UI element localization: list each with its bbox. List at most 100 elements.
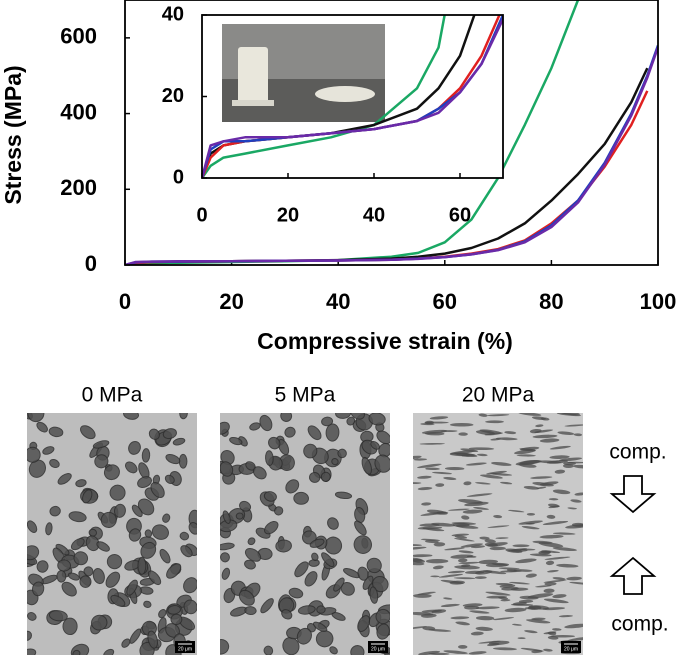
- texture: [478, 413, 488, 417]
- texture: [27, 545, 40, 561]
- texture: [474, 576, 487, 579]
- texture: [158, 609, 167, 619]
- texture: [335, 413, 352, 419]
- texture: [264, 520, 279, 535]
- texture: [519, 448, 536, 452]
- arrow-up: [609, 556, 657, 595]
- texture: [464, 605, 480, 610]
- texture: [131, 504, 143, 518]
- texture: [543, 579, 567, 583]
- texture: [92, 440, 110, 449]
- texture: [518, 599, 534, 603]
- texture: [61, 581, 77, 597]
- texture: [221, 567, 231, 580]
- texture: [470, 631, 484, 636]
- texture: [159, 548, 171, 564]
- texture: [27, 413, 45, 423]
- texture: [48, 610, 68, 622]
- texture: [543, 598, 569, 604]
- texture: [417, 591, 436, 595]
- texture: [519, 595, 539, 600]
- texture: [573, 433, 583, 437]
- x-tick-label: 60: [449, 204, 471, 226]
- lines: [125, 0, 658, 265]
- texture: [468, 447, 495, 451]
- texture: [235, 512, 244, 520]
- texture: [137, 476, 152, 488]
- texture: [461, 515, 470, 520]
- texture: [508, 509, 525, 513]
- texture: [435, 483, 445, 487]
- texture: [419, 523, 440, 527]
- texture: [56, 570, 67, 583]
- texture: [375, 608, 390, 625]
- texture: [448, 508, 470, 511]
- texture: [549, 455, 570, 459]
- texture: [260, 598, 274, 614]
- texture: [536, 486, 547, 489]
- texture: [294, 561, 309, 578]
- texture: [458, 558, 468, 563]
- texture: [531, 617, 546, 621]
- texture: [500, 481, 513, 485]
- texture: [105, 571, 121, 588]
- texture: [369, 586, 379, 604]
- texture: [540, 417, 550, 421]
- texture: [443, 597, 453, 600]
- x-axis-title: Compressive strain (%): [257, 328, 513, 354]
- texture: [165, 453, 181, 465]
- y-tick-label: 0: [85, 251, 97, 276]
- texture: [220, 461, 234, 477]
- texture: [263, 645, 274, 655]
- texture: [440, 430, 458, 433]
- x-tick-label: 80: [539, 289, 563, 314]
- texture: [524, 630, 538, 634]
- texture: [490, 472, 513, 476]
- texture: [493, 514, 503, 519]
- texture: [32, 581, 45, 597]
- texture: [520, 548, 536, 551]
- texture: [438, 573, 464, 578]
- texture: [529, 553, 552, 557]
- texture: [449, 423, 474, 427]
- texture: [357, 615, 371, 632]
- texture: [247, 537, 256, 546]
- texture: [162, 428, 177, 440]
- scale-bar-label: 20 μm: [178, 646, 192, 652]
- texture: [444, 547, 465, 551]
- scale-bar-label: 20 μm: [371, 646, 385, 652]
- y-axis-title: Stress (MPa): [0, 65, 26, 204]
- texture: [443, 650, 468, 654]
- texture: [57, 559, 72, 572]
- texture: [137, 556, 147, 575]
- texture: [475, 626, 493, 631]
- texture: [128, 440, 141, 455]
- texture: [183, 599, 197, 615]
- texture: [325, 423, 340, 442]
- texture: [495, 437, 518, 441]
- texture: [532, 482, 554, 487]
- micrograph-bg: [413, 413, 583, 655]
- texture: [558, 615, 573, 618]
- micrographs: 0 MPa 20 μm 5 MPa 20 μm 20 MPa 20 μm: [27, 384, 583, 655]
- texture: [374, 454, 390, 473]
- texture: [504, 607, 527, 613]
- texture: [469, 610, 490, 614]
- texture: [458, 550, 474, 554]
- texture: [103, 464, 120, 481]
- texture: [525, 573, 537, 578]
- texture: [48, 426, 64, 438]
- texture: [103, 648, 115, 655]
- texture: [450, 554, 474, 559]
- texture: [484, 432, 503, 436]
- texture: [282, 636, 300, 655]
- texture: [82, 489, 93, 504]
- texture: [268, 436, 281, 450]
- texture: [564, 424, 583, 427]
- texture: [491, 563, 508, 566]
- texture: [567, 461, 583, 464]
- texture: [244, 559, 256, 570]
- texture: [312, 621, 328, 632]
- texture: [128, 528, 142, 542]
- texture: [440, 603, 460, 608]
